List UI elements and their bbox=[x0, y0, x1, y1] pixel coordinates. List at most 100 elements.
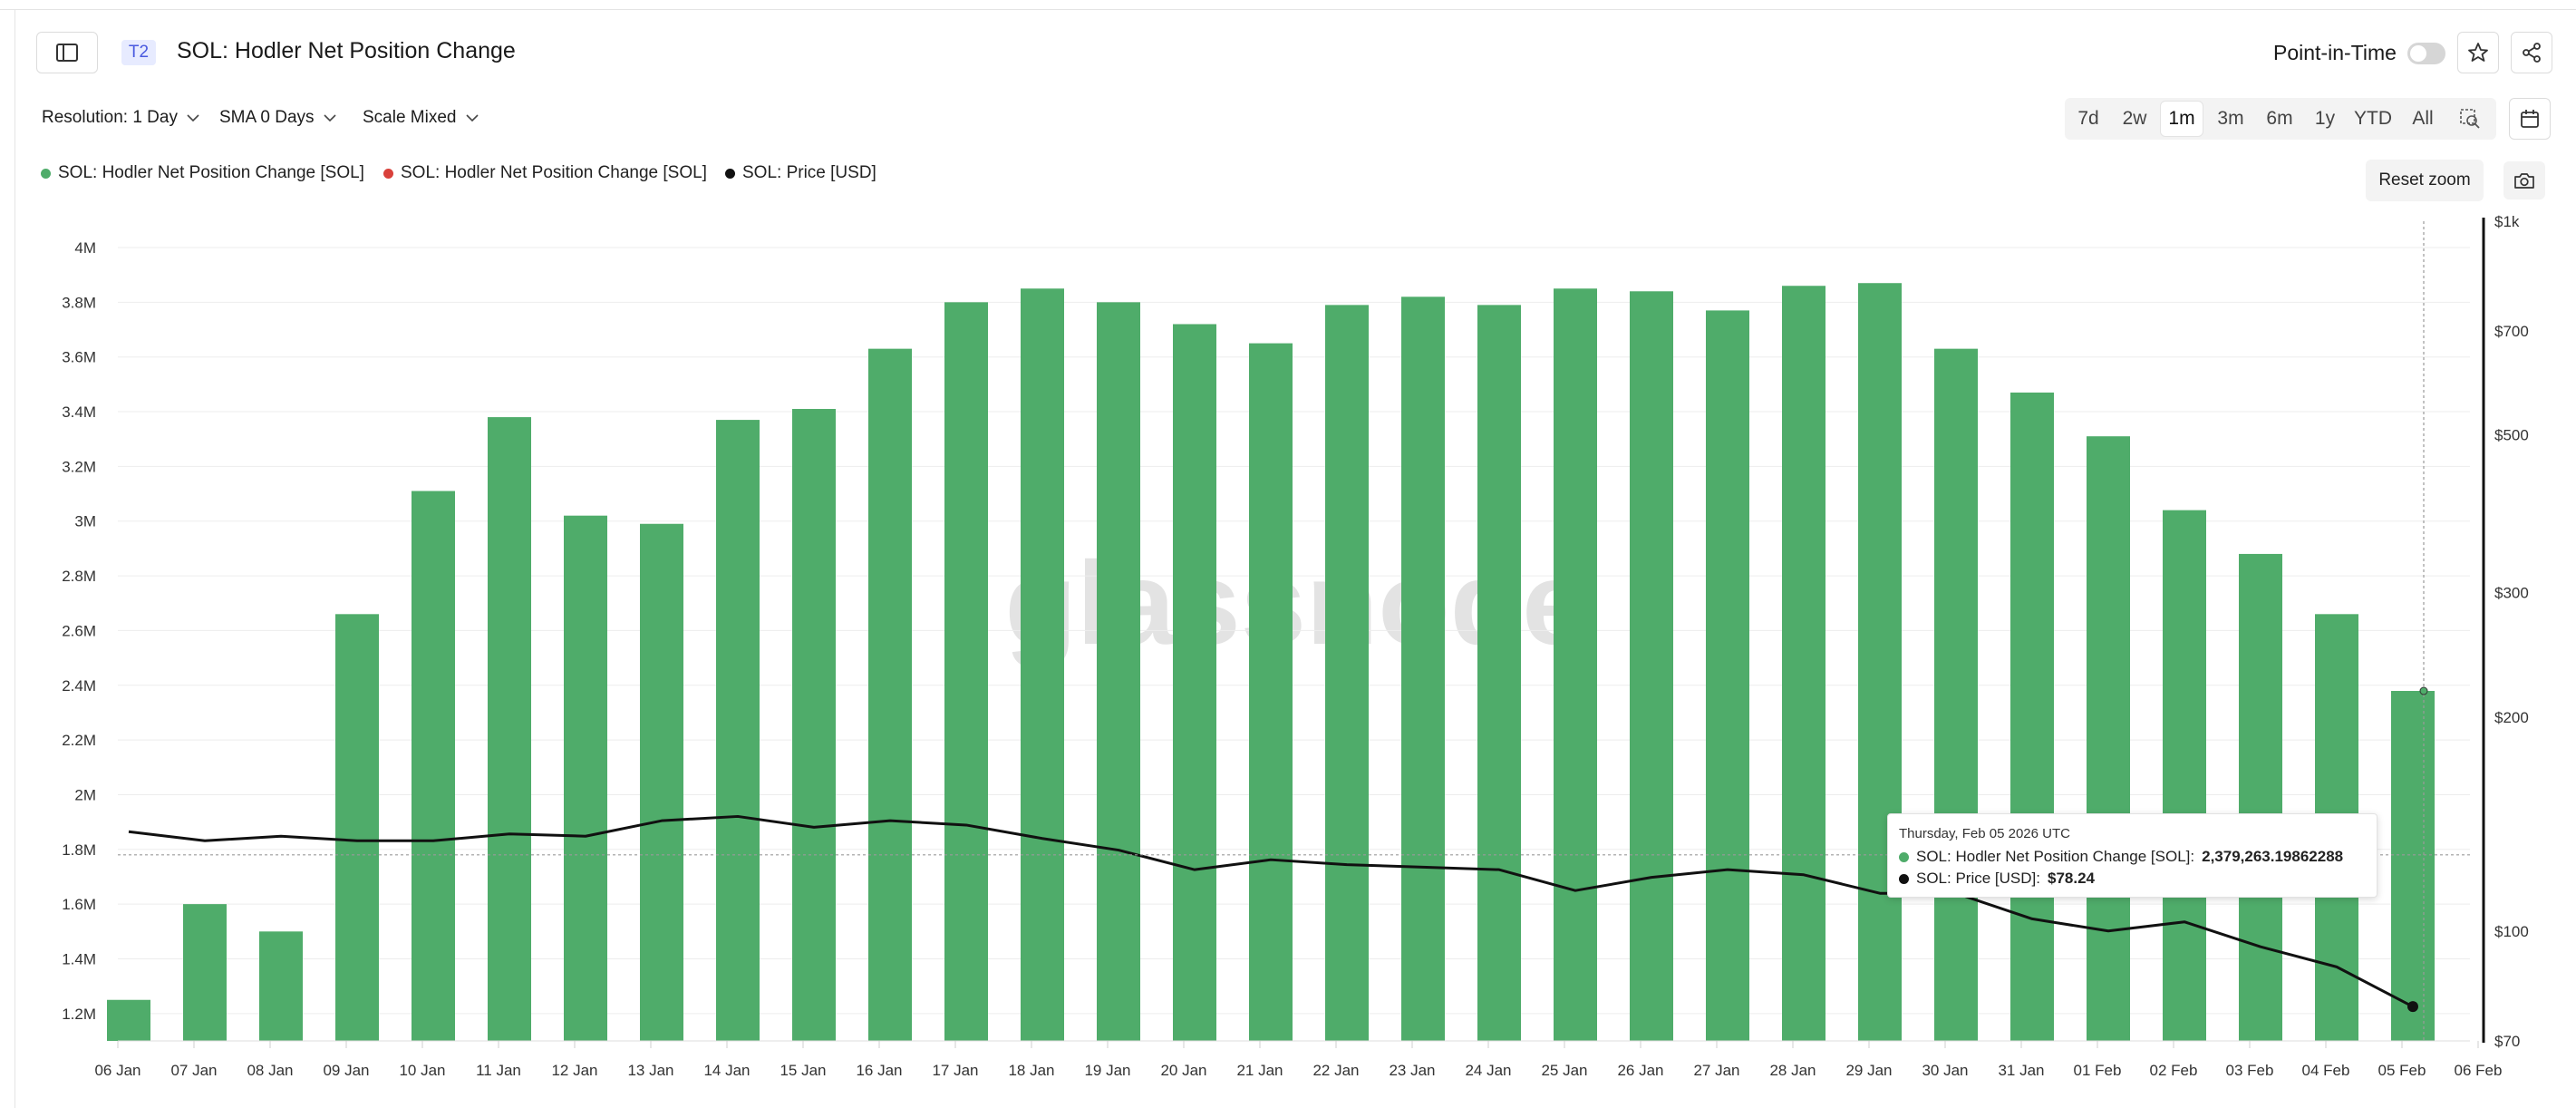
tooltip-dot bbox=[1899, 873, 1909, 884]
y-right-tick-label: $500 bbox=[2494, 427, 2529, 444]
y-left-tick-label: 2.4M bbox=[62, 677, 96, 695]
point-in-time-label: Point-in-Time bbox=[2273, 41, 2397, 64]
tooltip-label: SOL: Price [USD]: bbox=[1916, 870, 2040, 887]
top-border bbox=[0, 9, 2576, 10]
bar bbox=[2087, 436, 2130, 1041]
x-tick-label: 15 Jan bbox=[780, 1062, 826, 1079]
x-tick-label: 06 Feb bbox=[2455, 1062, 2503, 1079]
bar bbox=[183, 904, 227, 1041]
bar bbox=[2163, 510, 2206, 1041]
bar bbox=[792, 409, 836, 1042]
x-tick-label: 02 Feb bbox=[2150, 1062, 2198, 1079]
zoom-select-icon bbox=[2460, 109, 2480, 129]
share-button[interactable] bbox=[2511, 32, 2552, 73]
y-left-tick-label: 1.8M bbox=[62, 841, 96, 859]
legend-item-price[interactable]: SOL: Price [USD] bbox=[725, 163, 876, 183]
bar bbox=[335, 614, 379, 1041]
x-tick-label: 16 Jan bbox=[856, 1062, 902, 1079]
y-left-tick-label: 3.4M bbox=[62, 403, 96, 421]
tooltip-dot bbox=[1899, 851, 1909, 862]
scale-dropdown[interactable]: Scale Mixed bbox=[363, 108, 479, 128]
x-tick-label: 01 Feb bbox=[2074, 1062, 2122, 1079]
bar bbox=[488, 417, 531, 1041]
page-title: SOL: Hodler Net Position Change bbox=[177, 38, 516, 63]
legend-dot bbox=[41, 168, 51, 179]
y-right-tick-label: $700 bbox=[2494, 323, 2529, 340]
chart-tooltip: Thursday, Feb 05 2026 UTC SOL: Hodler Ne… bbox=[1887, 813, 2377, 898]
y-right-tick-label: $200 bbox=[2494, 709, 2529, 726]
calendar-icon bbox=[2521, 110, 2539, 128]
x-tick-label: 13 Jan bbox=[627, 1062, 673, 1079]
y-right-tick-label: $100 bbox=[2494, 923, 2529, 940]
sma-dropdown[interactable]: SMA 0 Days bbox=[219, 108, 336, 128]
y-left-tick-label: 2.8M bbox=[62, 568, 96, 585]
bar bbox=[1021, 288, 1064, 1041]
range-3m[interactable]: 3m bbox=[2217, 108, 2244, 129]
tooltip-label: SOL: Hodler Net Position Change [SOL]: bbox=[1916, 848, 2195, 865]
x-tick-label: 11 Jan bbox=[476, 1062, 521, 1079]
tooltip-date: Thursday, Feb 05 2026 UTC bbox=[1899, 826, 2070, 841]
x-tick-label: 06 Jan bbox=[94, 1062, 140, 1079]
legend-dot bbox=[725, 168, 735, 179]
hover-marker bbox=[2419, 686, 2428, 695]
zoom-select-button[interactable] bbox=[2447, 98, 2493, 140]
y-left-tick-label: 2.2M bbox=[62, 732, 96, 749]
x-tick-label: 19 Jan bbox=[1084, 1062, 1130, 1079]
bar bbox=[716, 420, 760, 1042]
tooltip-value: 2,379,263.19862288 bbox=[2202, 848, 2344, 865]
bar bbox=[1097, 302, 1140, 1041]
range-ytd[interactable]: YTD bbox=[2354, 108, 2392, 129]
y-left-tick-label: 3.6M bbox=[62, 349, 96, 366]
bar bbox=[259, 931, 303, 1041]
y-left-tick-label: 3M bbox=[74, 513, 96, 530]
range-2w[interactable]: 2w bbox=[2122, 108, 2147, 129]
bar bbox=[2239, 553, 2282, 1041]
x-tick-label: 08 Jan bbox=[247, 1062, 293, 1079]
tier-badge: T2 bbox=[121, 40, 156, 65]
x-tick-label: 30 Jan bbox=[1922, 1062, 1968, 1079]
tooltip-value: $78.24 bbox=[2047, 870, 2095, 887]
bar bbox=[1173, 324, 1216, 1041]
bar bbox=[1782, 286, 1825, 1041]
resolution-dropdown[interactable]: Resolution: 1 Day bbox=[42, 108, 199, 128]
y-left-tick-label: 1.4M bbox=[62, 950, 96, 967]
range-1m[interactable]: 1m bbox=[2161, 102, 2203, 136]
x-tick-label: 31 Jan bbox=[1998, 1062, 2044, 1079]
y-right-tick-label: $1k bbox=[2494, 213, 2520, 230]
range-7d[interactable]: 7d bbox=[2077, 108, 2099, 129]
range-all[interactable]: All bbox=[2412, 108, 2434, 129]
x-tick-label: 24 Jan bbox=[1465, 1062, 1511, 1079]
sidebar-toggle-button[interactable] bbox=[36, 32, 98, 73]
price-line bbox=[128, 814, 2414, 1008]
screenshot-button[interactable] bbox=[2503, 161, 2545, 199]
x-tick-label: 10 Jan bbox=[399, 1062, 445, 1079]
bar bbox=[1630, 291, 1673, 1041]
tooltip-row-price: SOL: Price [USD]: $78.24 bbox=[1899, 870, 2366, 888]
x-tick-label: 05 Feb bbox=[2378, 1062, 2426, 1079]
bar bbox=[1325, 305, 1369, 1041]
reset-zoom-button[interactable]: Reset zoom bbox=[2366, 160, 2484, 201]
x-tick-label: 27 Jan bbox=[1693, 1062, 1739, 1079]
favorite-button[interactable] bbox=[2457, 32, 2499, 73]
bar bbox=[868, 348, 912, 1041]
date-picker-button[interactable] bbox=[2509, 98, 2551, 140]
range-1y[interactable]: 1y bbox=[2314, 108, 2336, 129]
legend-item-hodler-red[interactable]: SOL: Hodler Net Position Change [SOL] bbox=[383, 163, 707, 183]
tooltip-row-hodler: SOL: Hodler Net Position Change [SOL]: 2… bbox=[1899, 848, 2366, 866]
y-left-tick-label: 1.2M bbox=[62, 1006, 96, 1023]
y-right-tick-label: $70 bbox=[2494, 1033, 2520, 1050]
x-tick-label: 18 Jan bbox=[1008, 1062, 1054, 1079]
resolution-label: Resolution: 1 Day bbox=[42, 108, 178, 127]
price-point-marker bbox=[2407, 1001, 2418, 1013]
bar bbox=[1249, 343, 1293, 1041]
legend-item-hodler-green[interactable]: SOL: Hodler Net Position Change [SOL] bbox=[41, 163, 364, 183]
bar bbox=[1477, 305, 1521, 1041]
x-tick-label: 23 Jan bbox=[1389, 1062, 1435, 1079]
legend-label: SOL: Hodler Net Position Change [SOL] bbox=[58, 163, 364, 182]
chevron-down-icon bbox=[465, 113, 479, 121]
range-6m[interactable]: 6m bbox=[2266, 108, 2293, 129]
legend-dot bbox=[383, 168, 393, 179]
x-tick-label: 29 Jan bbox=[1845, 1062, 1892, 1079]
bar bbox=[1706, 310, 1749, 1041]
